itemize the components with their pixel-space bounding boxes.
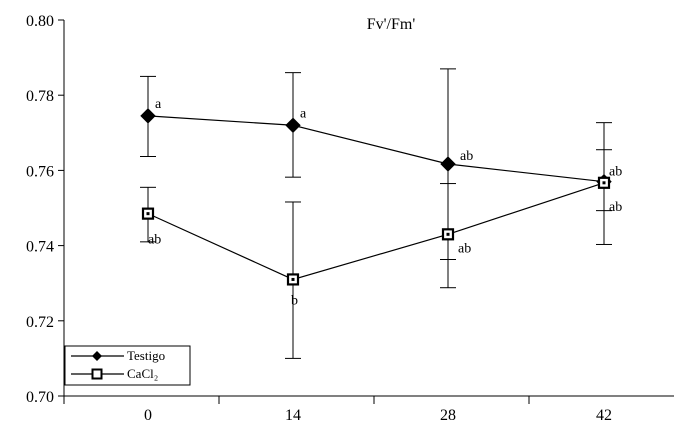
data-label: ab xyxy=(148,233,161,248)
data-label: ab xyxy=(609,200,622,215)
legend-marker xyxy=(92,351,102,361)
axes: 0.70 0.72 0.74 0.76 0.78 0.80 0 14 28 42 xyxy=(26,13,674,422)
x-tick-label: 0 xyxy=(144,407,152,422)
x-tick-label: 14 xyxy=(285,407,301,422)
legend-label: Testigo xyxy=(127,348,165,363)
data-label: ab xyxy=(609,165,622,180)
data-point-center xyxy=(146,212,150,216)
data-point xyxy=(140,108,156,124)
data-label: a xyxy=(155,97,162,112)
data-point xyxy=(440,156,456,172)
series-Testigo: a a ab ab xyxy=(140,68,622,289)
y-tick-label: 0.72 xyxy=(26,314,54,331)
chart-title: Fv'/Fm' xyxy=(367,16,416,33)
series-line xyxy=(147,115,605,183)
legend-marker xyxy=(91,368,103,380)
y-tick-label: 0.80 xyxy=(26,13,54,30)
x-tick-label: 42 xyxy=(596,407,612,422)
data-label: ab xyxy=(458,241,471,256)
x-tick-label: 28 xyxy=(440,407,456,422)
data-label: ab xyxy=(460,149,473,164)
y-tick-label: 0.78 xyxy=(26,88,54,105)
chart-marks: a a ab ab ab b ab ab xyxy=(140,68,622,359)
series-line xyxy=(147,182,605,281)
data-point-center xyxy=(446,232,450,236)
y-tick-label: 0.76 xyxy=(26,163,54,180)
series-CaCl₂: ab b ab ab xyxy=(140,149,622,359)
data-point-center xyxy=(291,277,295,281)
legend-box xyxy=(64,345,191,386)
legend: Testigo CaCl₂ xyxy=(64,345,191,386)
data-label: a xyxy=(300,106,307,121)
data-point xyxy=(285,117,301,133)
data-label: b xyxy=(291,293,298,308)
y-tick-label: 0.70 xyxy=(26,389,54,406)
y-tick-label: 0.74 xyxy=(26,239,54,256)
data-point-center xyxy=(602,181,606,185)
legend-label: CaCl₂ xyxy=(127,366,158,381)
